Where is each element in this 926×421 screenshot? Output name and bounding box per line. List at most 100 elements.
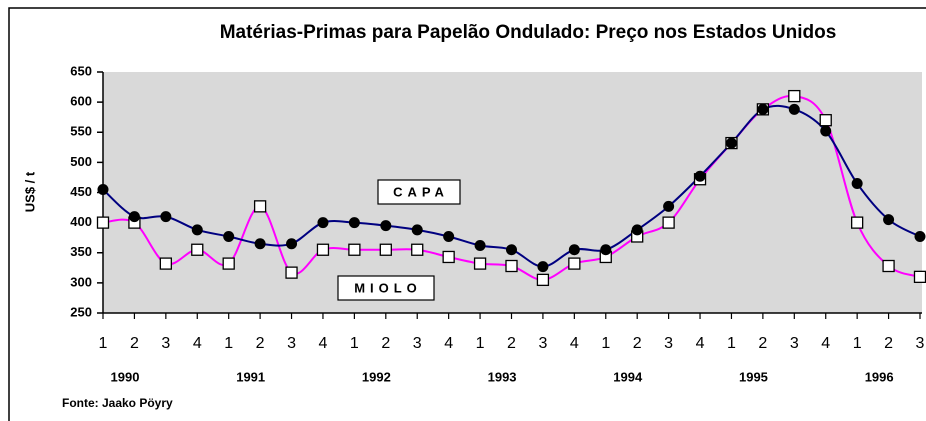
point	[820, 125, 832, 137]
point	[317, 217, 329, 229]
year-label: 1993	[488, 369, 517, 384]
year-label: 1990	[111, 369, 140, 384]
x-tick-label: 1	[601, 335, 610, 352]
point	[191, 224, 203, 236]
point	[506, 244, 517, 256]
point	[442, 250, 455, 264]
point	[757, 103, 769, 115]
x-tick-label: 1	[350, 335, 359, 352]
x-tick-label: 3	[664, 335, 673, 352]
x-tick-label: 3	[790, 335, 799, 352]
year-label: 1992	[362, 369, 391, 384]
plot-area	[103, 72, 922, 313]
x-tick-label: 4	[444, 335, 453, 352]
point	[819, 114, 832, 127]
y-tick-label: 650	[70, 63, 92, 78]
point	[851, 216, 864, 229]
x-tick-label: 4	[696, 335, 705, 352]
y-tick-label: 600	[70, 94, 92, 109]
point	[128, 211, 140, 223]
x-tick-label: 4	[821, 335, 830, 352]
x-tick-label: 1	[853, 335, 862, 352]
point	[882, 259, 895, 273]
point	[631, 224, 643, 236]
x-tick-label: 4	[319, 335, 328, 352]
series-label: CAPA	[393, 184, 449, 199]
y-tick-label: 500	[70, 154, 92, 169]
point	[348, 243, 361, 256]
x-tick-label: 1	[99, 335, 108, 352]
x-tick-label: 2	[633, 335, 642, 352]
point	[883, 214, 895, 226]
point	[316, 243, 330, 256]
point	[568, 244, 580, 256]
x-tick-label: 2	[884, 335, 893, 352]
year-label: 1991	[236, 369, 265, 384]
point	[380, 220, 392, 232]
point	[411, 243, 424, 256]
point	[663, 200, 675, 212]
year-label: 1996	[865, 369, 894, 384]
series-label-box	[337, 275, 435, 301]
point	[379, 243, 392, 256]
point	[473, 257, 487, 270]
point	[725, 137, 737, 149]
x-tick-label: 2	[256, 335, 265, 352]
series-label-box	[377, 179, 461, 205]
x-tick-label: 1	[727, 335, 736, 352]
x-tick-label: 3	[916, 335, 925, 352]
point	[537, 261, 549, 273]
point	[253, 200, 267, 213]
x-tick-label: 3	[413, 335, 422, 352]
point	[160, 211, 172, 223]
point	[223, 230, 235, 242]
point	[914, 230, 926, 242]
y-tick-label: 450	[70, 184, 92, 199]
year-label: 1994	[613, 369, 643, 384]
point	[851, 177, 863, 189]
point	[254, 238, 266, 250]
point	[474, 240, 486, 252]
x-tick-label: 2	[507, 335, 516, 352]
point	[191, 243, 204, 256]
x-tick-label: 4	[193, 335, 202, 352]
point	[662, 216, 675, 229]
x-tick-label: 2	[381, 335, 390, 352]
point	[96, 216, 110, 229]
point	[97, 183, 109, 195]
y-tick-label: 250	[70, 304, 92, 319]
x-tick-label: 3	[538, 335, 547, 352]
point	[694, 170, 706, 182]
source-note: Fonte: Jaako Pöyry	[62, 396, 173, 410]
year-label: 1995	[739, 369, 768, 384]
x-tick-label: 4	[570, 335, 579, 352]
x-tick-label: 1	[224, 335, 233, 352]
point	[788, 89, 801, 103]
point	[568, 257, 581, 270]
x-tick-label: 2	[130, 335, 139, 352]
point	[222, 257, 235, 270]
y-tick-label: 350	[70, 244, 92, 259]
x-tick-label: 3	[161, 335, 170, 352]
x-tick-label: 1	[476, 335, 485, 352]
point	[286, 238, 298, 250]
point	[411, 224, 423, 236]
point	[505, 259, 518, 273]
chart-title: Matérias-Primas para Papelão Ondulado: P…	[220, 22, 837, 43]
y-tick-label: 300	[70, 274, 92, 289]
y-axis-label: US$ / t	[22, 171, 37, 212]
point	[159, 257, 172, 270]
x-tick-label: 2	[758, 335, 767, 352]
point	[285, 266, 298, 279]
y-tick-label: 400	[70, 214, 92, 229]
point	[913, 270, 926, 284]
point	[443, 230, 455, 242]
y-tick-label: 550	[70, 124, 92, 139]
series-label: MIOLO	[354, 280, 422, 295]
point	[788, 103, 800, 115]
point	[536, 273, 550, 287]
point	[600, 244, 612, 256]
x-tick-label: 3	[287, 335, 296, 352]
point	[348, 217, 360, 229]
